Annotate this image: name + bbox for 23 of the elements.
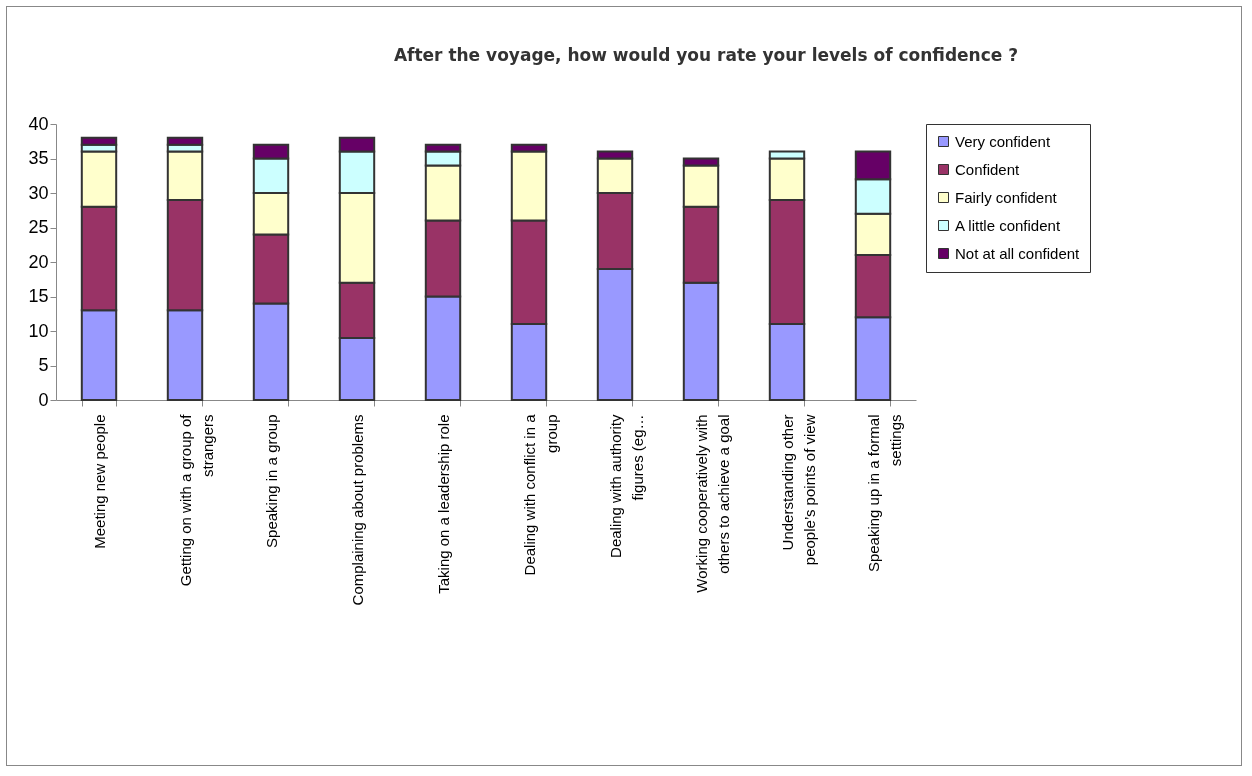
y-tick-label: 0 xyxy=(38,389,49,410)
y-tick-label: 20 xyxy=(28,251,49,272)
y-tick-label: 15 xyxy=(28,286,49,306)
legend-label: Confident xyxy=(955,160,1021,178)
x-tick-label: Dealing with authority figures (eg… xyxy=(606,414,646,558)
x-tick-label: Complaining about problems xyxy=(348,414,366,606)
x-tick-label: Dealing with conflict in a group xyxy=(520,413,560,576)
y-tick-label: 5 xyxy=(38,355,49,375)
x-tick-label: Taking on a leadership role xyxy=(434,414,452,594)
legend-label: Very confident xyxy=(955,132,1051,150)
x-tick-label: Meeting new people xyxy=(90,414,108,549)
legend-label: Not at all confident xyxy=(955,244,1081,262)
y-tick-label: 35 xyxy=(28,148,49,168)
y-tick-label: 10 xyxy=(28,320,49,341)
y-tick-label: 25 xyxy=(28,217,49,237)
y-tick-label: 30 xyxy=(28,182,49,203)
x-tick-label: Speaking up in a formal settings xyxy=(864,414,904,573)
legend-label: Fairly confident xyxy=(955,188,1058,206)
chart-title: After the voyage, how would you rate your levels of confidence ? xyxy=(393,45,1019,65)
legend-label: A little confident xyxy=(955,216,1061,234)
y-tick-label: 40 xyxy=(28,113,49,134)
x-tick-label: Speaking in a group xyxy=(262,414,280,548)
x-tick-label: Getting on with a group of strangers xyxy=(176,413,216,587)
